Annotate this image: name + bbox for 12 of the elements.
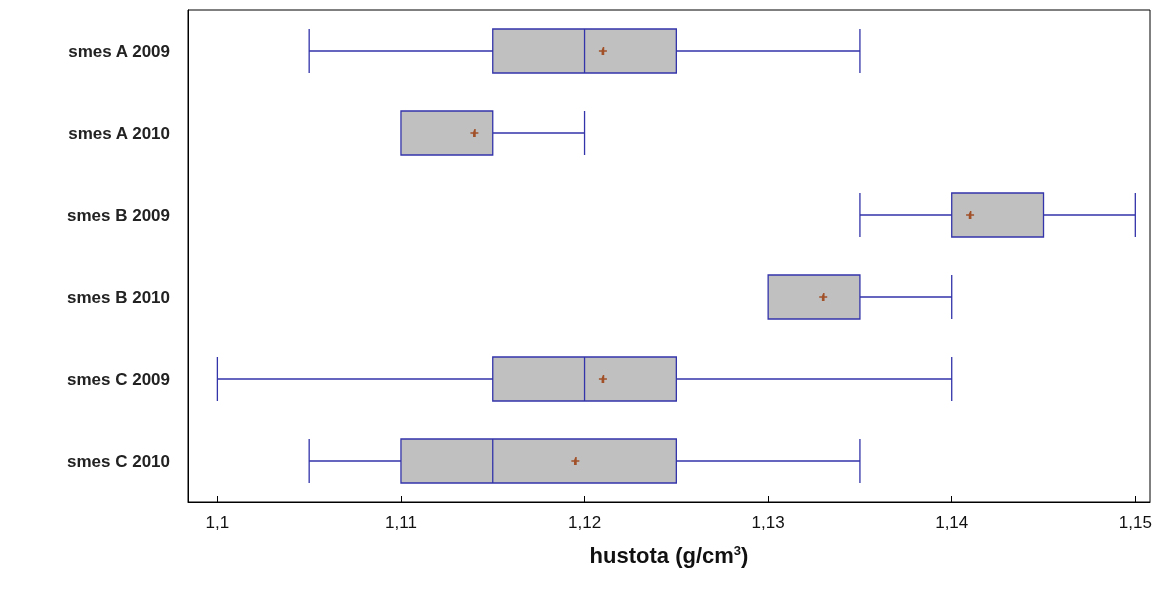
x-tick-label: 1,13: [751, 513, 785, 532]
x-tick-label: 1,1: [205, 513, 230, 532]
x-tick-label: 1,14: [935, 513, 969, 532]
x-tick-label: 1,12: [568, 513, 602, 532]
y-tick-label: smes A 2009: [68, 41, 170, 61]
x-tick-label: 1,11: [385, 513, 417, 532]
x-tick-label: 1,15: [1118, 513, 1152, 532]
y-tick-label: smes C 2010: [66, 451, 170, 471]
y-tick-label: smes B 2009: [66, 205, 170, 225]
y-tick-label: smes A 2010: [68, 123, 170, 143]
y-tick-label: smes B 2010: [66, 287, 170, 307]
y-tick-label: smes C 2009: [66, 369, 170, 389]
